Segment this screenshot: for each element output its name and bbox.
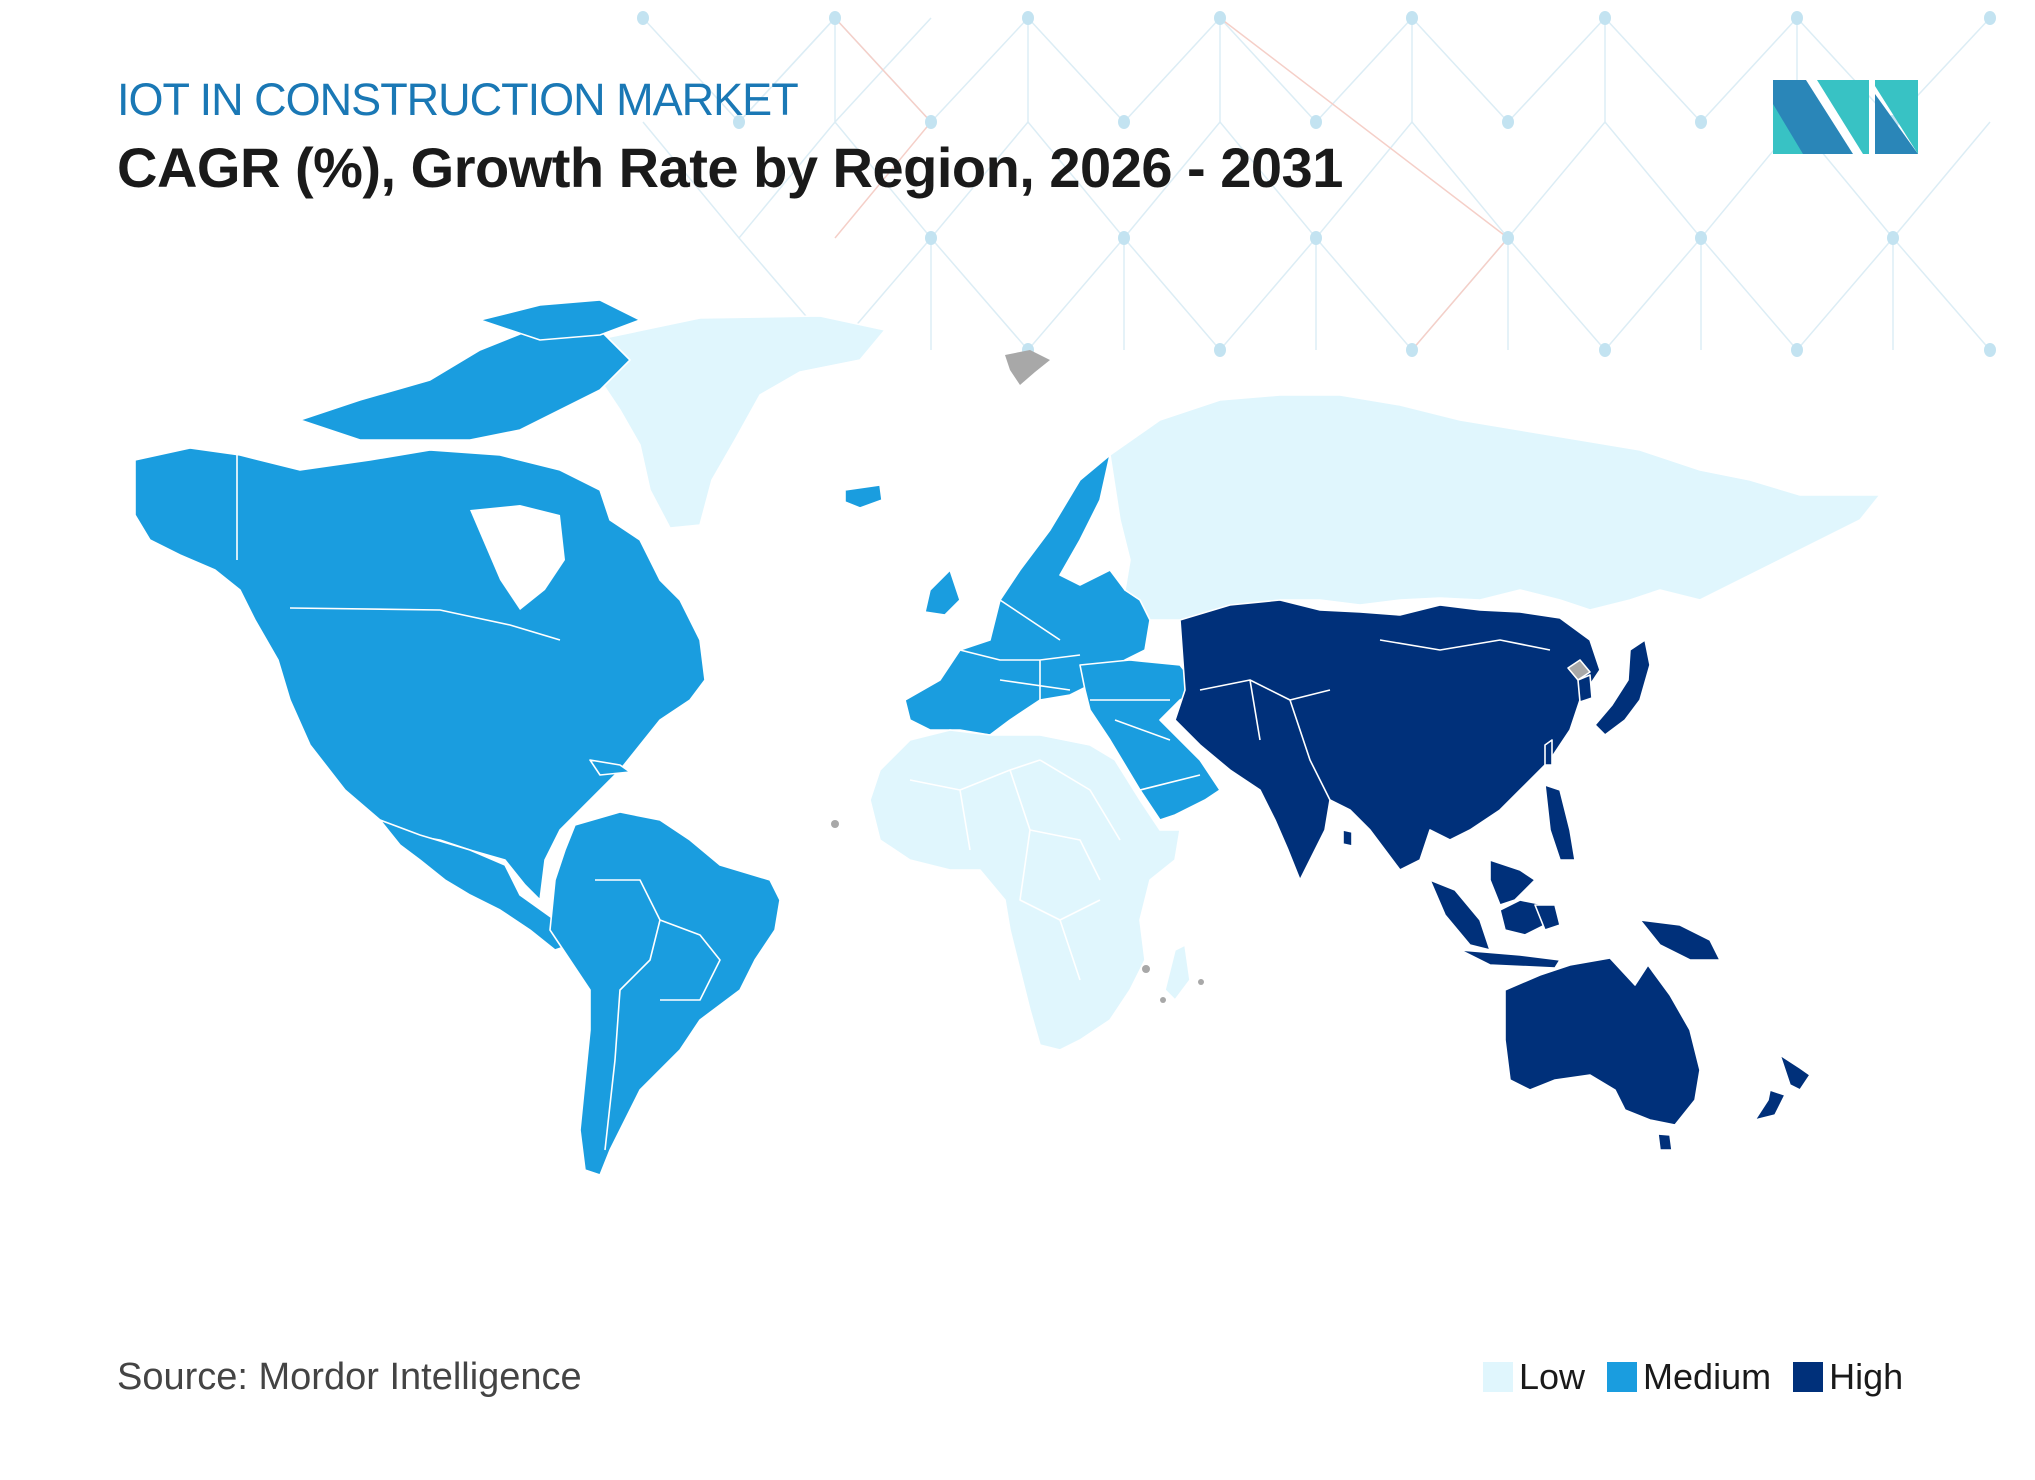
legend-item-medium: Medium <box>1607 1356 1771 1398</box>
legend-swatch-low <box>1483 1362 1513 1392</box>
world-choropleth-map <box>134 300 1881 1176</box>
header: IOT IN CONSTRUCTION MARKET CAGR (%), Gro… <box>117 72 1343 204</box>
mordor-intelligence-logo <box>1773 80 1918 154</box>
legend-label-low: Low <box>1519 1356 1586 1397</box>
background-network-pattern <box>637 11 1996 357</box>
legend-label-medium: Medium <box>1643 1356 1772 1397</box>
chart-title: CAGR (%), Growth Rate by Region, 2026 - … <box>117 136 1343 199</box>
legend-swatch-high <box>1793 1362 1824 1392</box>
region-russia <box>1109 394 1881 621</box>
source-credit: Source: Mordor Intelligence <box>117 1356 582 1398</box>
legend-swatch-medium <box>1607 1362 1638 1392</box>
legend-label-high: High <box>1829 1356 1904 1397</box>
region-australia <box>1504 957 1701 1126</box>
region-greenland <box>594 315 886 529</box>
chart-subtitle: IOT IN CONSTRUCTION MARKET <box>117 74 799 125</box>
legend-item-high: High <box>1793 1356 1903 1398</box>
legend: Low Medium High <box>1483 1356 1925 1398</box>
region-south-america <box>549 811 781 1176</box>
legend-item-low: Low <box>1483 1356 1585 1398</box>
region-asia-pacific <box>1174 599 1601 881</box>
